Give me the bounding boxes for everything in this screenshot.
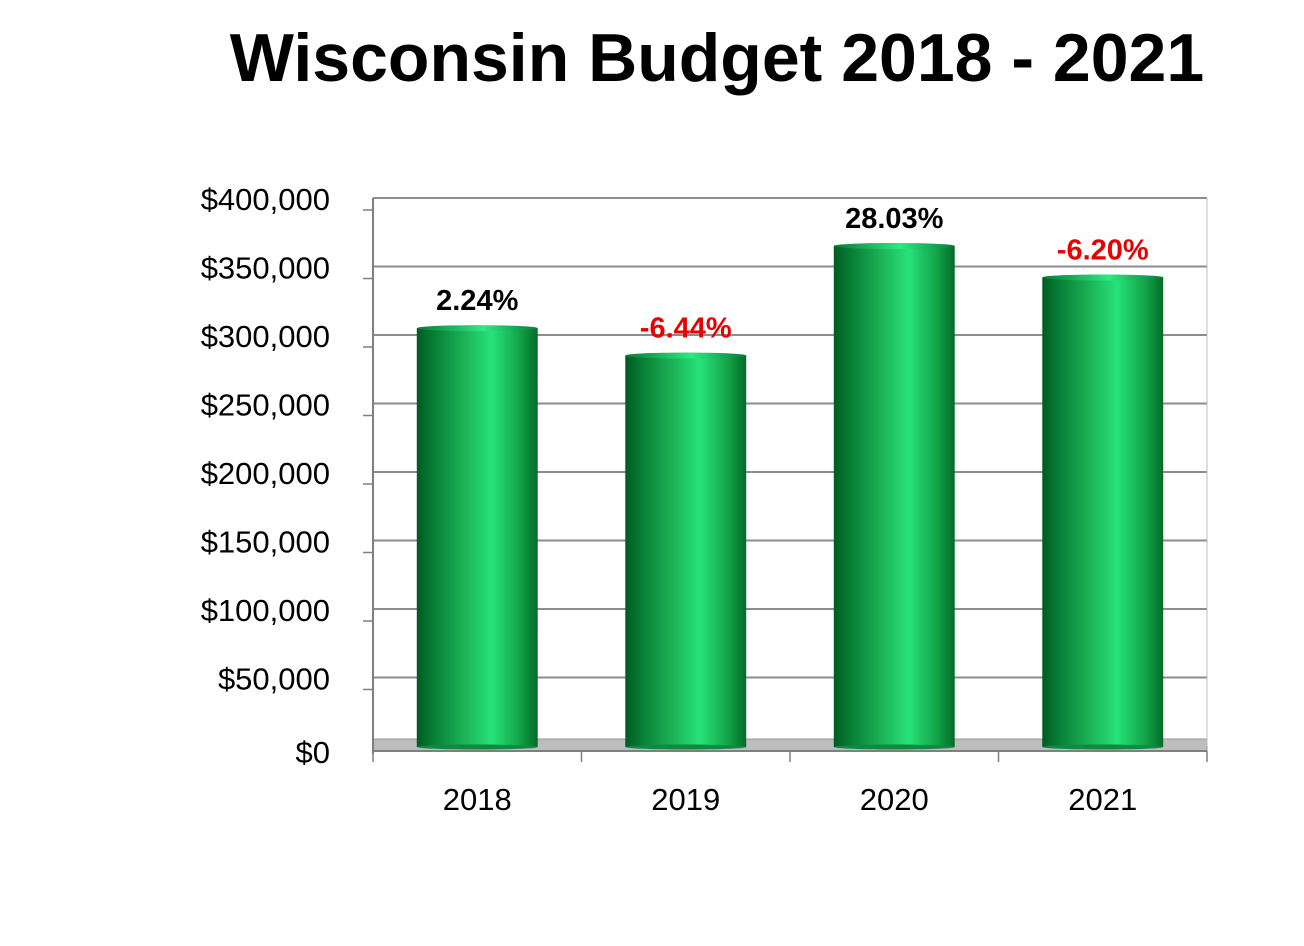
bar-base (1042, 744, 1164, 750)
bar-top (625, 352, 747, 359)
bar (416, 328, 538, 747)
data-label: -6.44% (640, 313, 732, 345)
chart-title: Wisconsin Budget 2018 - 2021 (229, 20, 1205, 96)
y-tick-label: $100,000 (201, 593, 330, 628)
bars (416, 242, 1164, 750)
y-tick-label: $0 (296, 735, 330, 770)
bar-top (1042, 274, 1164, 281)
y-tick-label: $200,000 (201, 456, 330, 491)
y-tick-label: $250,000 (201, 388, 330, 423)
y-tick-label: $400,000 (201, 182, 330, 217)
y-tick-label: $300,000 (201, 319, 330, 354)
data-label: 2.24% (436, 285, 518, 317)
x-tick-label: 2021 (1068, 782, 1137, 817)
bar-base (833, 744, 955, 750)
bar (625, 355, 747, 747)
y-tick-label: $50,000 (218, 662, 330, 697)
data-label: 28.03% (845, 203, 944, 235)
labels: $0 $50,000 $100,000 $150,000 $200,000 $250,00… (201, 182, 1149, 817)
bar (833, 245, 955, 747)
bar-top (416, 325, 538, 332)
data-label: -6.20% (1057, 234, 1149, 266)
axes (372, 197, 1208, 762)
bar-base (416, 744, 538, 750)
bar-top (833, 242, 955, 249)
bar (1042, 277, 1164, 747)
y-tick-label: $150,000 (201, 525, 330, 560)
x-tick-label: 2018 (443, 782, 512, 817)
y-tick-label: $350,000 (201, 251, 330, 286)
x-tick-label: 2020 (860, 782, 929, 817)
x-tick-label: 2019 (651, 782, 720, 817)
bar-base (625, 744, 747, 750)
